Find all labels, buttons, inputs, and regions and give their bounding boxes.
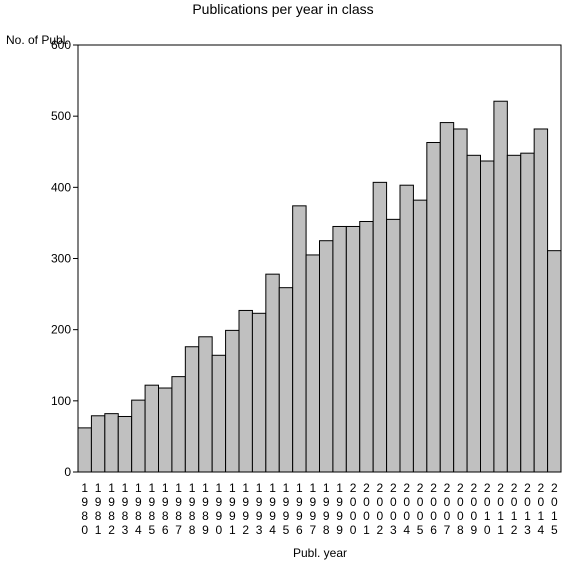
y-tick-label: 0 (64, 465, 71, 479)
bar-1984 (131, 399, 146, 473)
bar-1992 (238, 309, 253, 473)
bar-1983 (117, 415, 133, 473)
bar-2011 (493, 100, 508, 473)
y-tick-label: 400 (51, 180, 71, 194)
bar-1980 (77, 427, 92, 473)
bar-1996 (292, 205, 307, 473)
bar-2010 (480, 160, 495, 473)
bar-2005 (412, 199, 428, 473)
bar-1998 (319, 240, 334, 473)
bar-1997 (305, 254, 321, 473)
y-tick-label: 200 (51, 323, 71, 337)
y-axis-label: No. of Publ. (6, 33, 69, 47)
bar-1985 (144, 384, 159, 473)
bar-1999 (332, 225, 347, 473)
bar-1995 (278, 287, 294, 473)
plot-frame (77, 44, 562, 473)
bar-2003 (386, 218, 401, 473)
bar-2008 (453, 128, 468, 473)
bar-1989 (198, 336, 213, 473)
y-tick-label: 300 (51, 252, 71, 266)
bar-2013 (520, 152, 535, 473)
bar-1991 (225, 329, 240, 473)
bar-2014 (533, 128, 549, 473)
y-tick-label: 100 (51, 394, 71, 408)
bar-1994 (265, 273, 280, 473)
bar-2006 (426, 141, 441, 473)
bar-2000 (345, 225, 361, 473)
bar-2015 (547, 250, 562, 473)
bar-1988 (184, 346, 200, 473)
x-axis-label: Publ. year (293, 546, 347, 560)
bar-1981 (90, 415, 106, 473)
bar-1987 (171, 376, 186, 473)
bar-1993 (251, 312, 267, 473)
bars (77, 100, 562, 473)
bar-2002 (372, 181, 388, 473)
bar-2007 (439, 122, 455, 473)
bar-1982 (104, 413, 119, 473)
y-axis: 0 100 200 300 400 500 600 (51, 38, 78, 479)
bar-2012 (506, 154, 522, 473)
bar-2009 (466, 154, 482, 473)
x-axis: 1 9 8 0 1 9 8 1 1 9 8 2 1 9 8 3 1 9 8 4 1 9 8 5 1 9 8 6 1 9 8 7 1 9 8 8 1 9 8 9… (81, 481, 558, 537)
bar-2004 (399, 184, 414, 473)
y-tick-label: 500 (51, 109, 71, 123)
bar-2001 (359, 220, 374, 473)
bar-1990 (211, 354, 227, 473)
bar-1986 (158, 387, 173, 473)
chart-title: Publications per year in class (192, 1, 373, 17)
y-tick-label: 600 (51, 38, 71, 52)
